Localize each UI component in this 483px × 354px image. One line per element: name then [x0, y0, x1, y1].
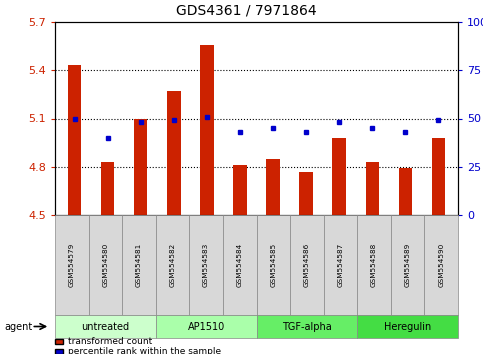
Bar: [299, 172, 313, 215]
Bar: [432, 138, 445, 215]
Text: GSM554590: GSM554590: [438, 243, 444, 287]
Bar: [167, 91, 181, 215]
Bar: [134, 119, 147, 215]
Text: GSM554586: GSM554586: [304, 243, 310, 287]
Bar: [101, 162, 114, 215]
Bar: [68, 65, 82, 215]
Bar: [332, 138, 346, 215]
Text: GSM554582: GSM554582: [170, 243, 175, 287]
Bar: [398, 169, 412, 215]
Text: GSM554581: GSM554581: [136, 243, 142, 287]
Text: GSM554580: GSM554580: [102, 243, 108, 287]
Bar: [200, 45, 213, 215]
Text: AP1510: AP1510: [187, 321, 225, 331]
Text: TGF-alpha: TGF-alpha: [282, 321, 332, 331]
Text: percentile rank within the sample: percentile rank within the sample: [68, 347, 221, 354]
Text: Heregulin: Heregulin: [384, 321, 431, 331]
Text: agent: agent: [5, 321, 33, 331]
Text: GSM554585: GSM554585: [270, 243, 276, 287]
Text: GSM554579: GSM554579: [69, 243, 75, 287]
Text: GDS4361 / 7971864: GDS4361 / 7971864: [176, 3, 316, 17]
Text: GSM554583: GSM554583: [203, 243, 209, 287]
Text: untreated: untreated: [81, 321, 129, 331]
Text: GSM554587: GSM554587: [338, 243, 343, 287]
Text: GSM554584: GSM554584: [237, 243, 243, 287]
Bar: [267, 159, 280, 215]
Bar: [233, 165, 247, 215]
Text: GSM554588: GSM554588: [371, 243, 377, 287]
Text: GSM554589: GSM554589: [405, 243, 411, 287]
Text: transformed count: transformed count: [68, 337, 153, 346]
Bar: [366, 162, 379, 215]
